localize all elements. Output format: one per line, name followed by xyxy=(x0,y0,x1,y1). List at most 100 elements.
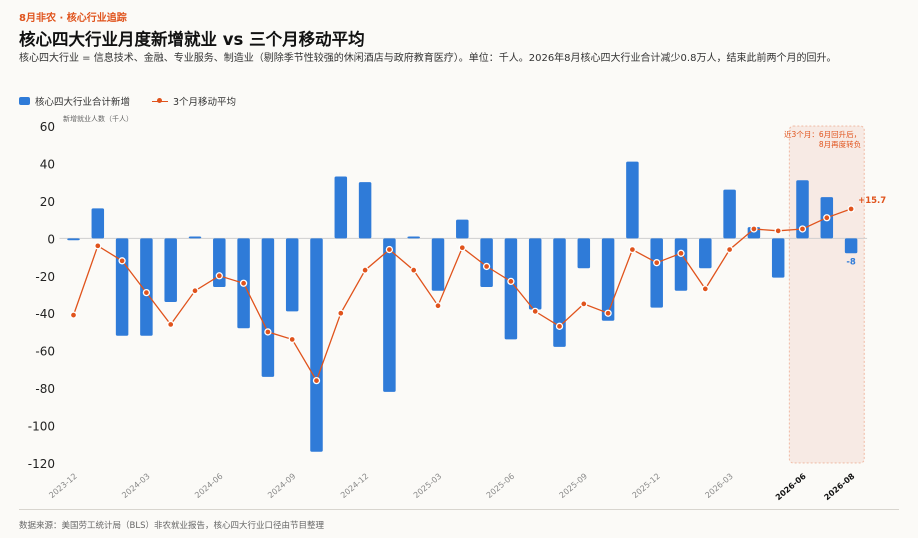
moving-average-point xyxy=(118,257,126,265)
bar xyxy=(188,236,202,239)
bar xyxy=(383,238,396,392)
moving-average-point xyxy=(701,285,709,293)
y-tick-label: -80 xyxy=(35,382,55,396)
source-note: 数据来源：美国劳工统计局（BLS）非农就业报告，核心四大行业口径由节目整理 xyxy=(19,521,324,531)
bar xyxy=(528,238,542,310)
bar xyxy=(407,236,420,239)
bar xyxy=(553,238,566,347)
moving-average-point xyxy=(142,288,151,297)
moving-average-point xyxy=(604,309,612,317)
x-tick-label: 2024-12 xyxy=(339,472,370,500)
legend: 核心四大行业合计新增 3个月移动平均 xyxy=(19,94,258,108)
moving-average-point xyxy=(239,279,248,287)
x-tick-label: 2023-12 xyxy=(47,472,78,500)
moving-average-point xyxy=(385,245,394,254)
y-tick-label: -20 xyxy=(35,270,55,284)
bar xyxy=(674,238,688,291)
moving-average-point xyxy=(312,376,321,385)
chart-subtitle: 核心四大行业 = 信息技术、金融、专业服务、制造业（剔除季节性较强的休闲酒店与政… xyxy=(19,53,837,64)
moving-average-point xyxy=(823,214,831,222)
bar xyxy=(626,161,639,239)
bar xyxy=(601,238,615,321)
bar xyxy=(140,238,153,336)
moving-average-point xyxy=(677,249,685,257)
bar xyxy=(650,238,663,308)
chart-title: 核心四大行业月度新增就业 vs 三个月移动平均 xyxy=(19,30,365,49)
bar xyxy=(456,219,469,239)
bar xyxy=(213,238,226,288)
bar xyxy=(164,238,177,302)
legend-bar-swatch xyxy=(19,97,30,105)
kicker: 8月非农 · 核心行业追踪 xyxy=(19,13,127,24)
moving-average-point xyxy=(653,259,661,267)
moving-average-point xyxy=(531,307,539,316)
highlight-note: 8月再度转负 xyxy=(819,139,861,149)
y-tick-label: 40 xyxy=(40,157,55,171)
highlight-note: 近3个月：6月回升后， xyxy=(784,129,861,139)
bar xyxy=(358,182,372,239)
moving-average-point xyxy=(774,227,782,235)
moving-average-point xyxy=(191,287,199,295)
y-axis-label: 新增就业人数（千人） xyxy=(63,114,133,123)
moving-average-point xyxy=(750,225,758,233)
legend-line-label: 3个月移动平均 xyxy=(173,97,237,108)
moving-average-point xyxy=(361,266,369,274)
bar xyxy=(431,238,445,291)
y-tick-label: -100 xyxy=(28,420,55,434)
moving-average-point xyxy=(215,272,223,280)
legend-item-bars: 核心四大行业合计新增 xyxy=(19,94,130,108)
y-tick-label: -60 xyxy=(35,345,55,359)
moving-average-point xyxy=(410,266,418,274)
bar xyxy=(723,189,736,239)
moving-average-point xyxy=(288,335,296,344)
moving-average-point xyxy=(264,328,272,336)
bar xyxy=(577,238,591,269)
y-tick-label: 0 xyxy=(47,232,55,246)
bar xyxy=(334,176,348,239)
line-end-label: +15.7 xyxy=(858,196,886,206)
x-tick-label: 2025-06 xyxy=(485,472,516,500)
x-tick-label: 2025-03 xyxy=(412,472,443,500)
moving-average-point xyxy=(628,245,637,254)
bar xyxy=(480,238,493,288)
bar xyxy=(115,238,129,336)
bar xyxy=(844,238,858,254)
footer-divider xyxy=(19,509,899,510)
y-tick-label: -40 xyxy=(35,307,55,321)
y-tick-label: 20 xyxy=(40,195,55,209)
legend-bar-label: 核心四大行业合计新增 xyxy=(35,97,131,108)
bar xyxy=(67,238,80,241)
x-tick-label: 2025-09 xyxy=(558,472,589,500)
x-tick-label: 2026-08 xyxy=(822,471,856,502)
moving-average-point xyxy=(482,262,491,271)
moving-average-point xyxy=(69,311,78,319)
highlight-band xyxy=(788,125,865,464)
moving-average-point xyxy=(507,277,515,286)
bar xyxy=(796,180,809,239)
bar xyxy=(504,238,518,340)
moving-average-point xyxy=(434,302,442,310)
x-tick-label: 2026-06 xyxy=(774,471,808,502)
bar xyxy=(771,238,785,278)
bar xyxy=(310,238,323,452)
moving-average-point xyxy=(847,205,855,213)
moving-average-point xyxy=(458,244,466,252)
x-tick-label: 2024-09 xyxy=(266,472,297,500)
x-tick-label: 2024-06 xyxy=(193,472,224,500)
moving-average-point xyxy=(167,320,175,329)
moving-average-point xyxy=(580,300,588,308)
moving-average-point xyxy=(337,309,345,317)
moving-average-point xyxy=(555,322,564,330)
bar xyxy=(91,208,105,239)
moving-average-point xyxy=(798,225,807,233)
bar xyxy=(285,238,299,312)
x-tick-label: 2025-12 xyxy=(631,472,662,500)
moving-average-point xyxy=(725,245,734,254)
bar-end-label: -8 xyxy=(846,257,856,267)
x-tick-label: 2026-03 xyxy=(703,472,734,500)
x-tick-label: 2024-03 xyxy=(120,472,151,500)
bar xyxy=(699,238,712,269)
y-tick-label: 60 xyxy=(40,120,55,134)
legend-item-line: 3个月移动平均 xyxy=(152,94,236,108)
